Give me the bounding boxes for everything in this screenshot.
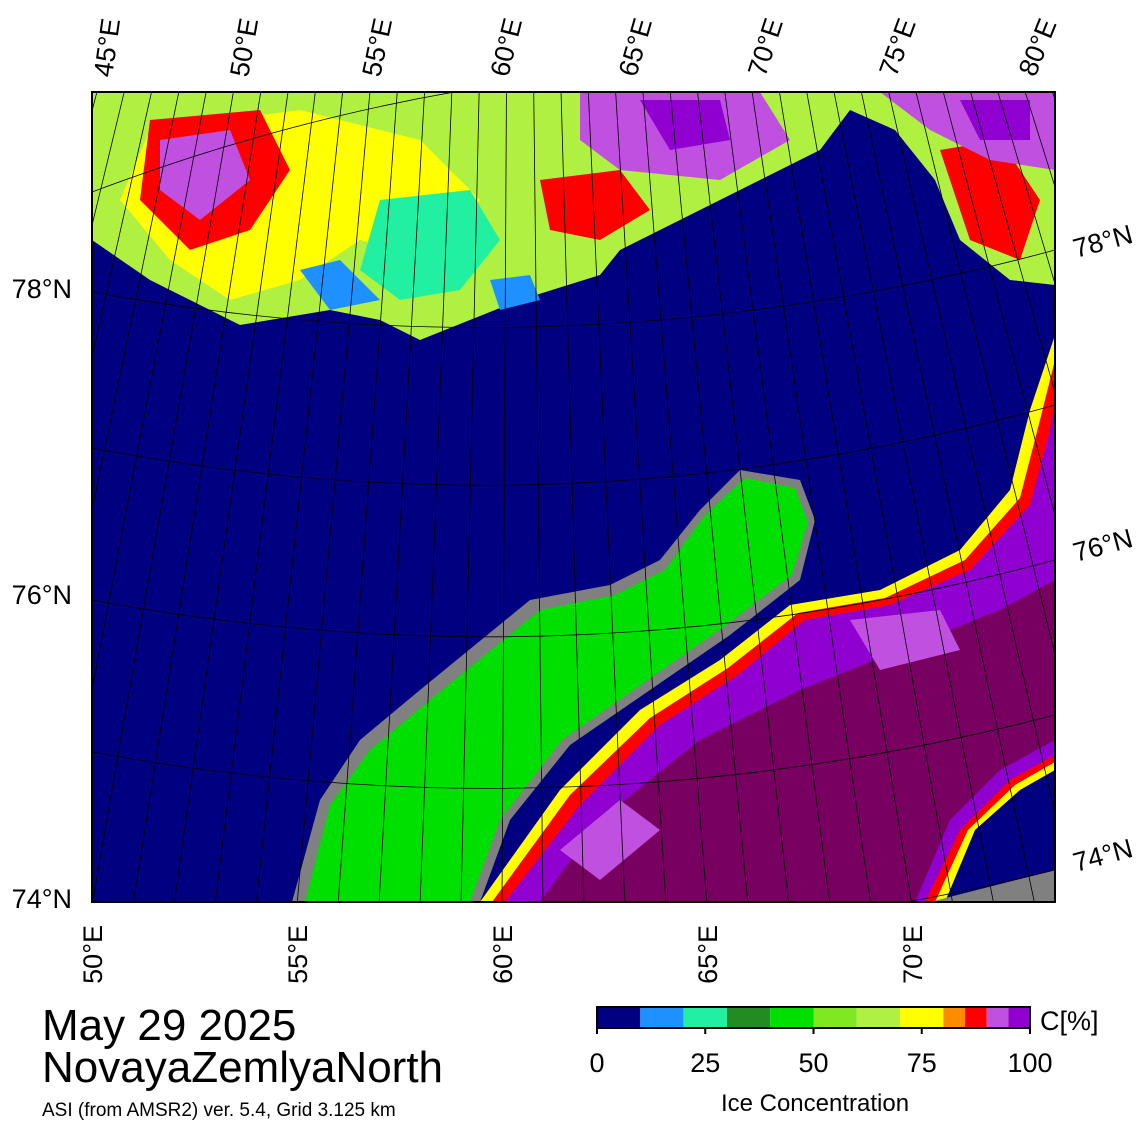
colorbar-segment xyxy=(1008,1007,1030,1028)
source: ASI (from AMSR2) ver. 5.4, Grid 3.125 km xyxy=(42,1100,396,1121)
colorbar-label: Ice Concentration xyxy=(721,1090,909,1117)
colorbar-tick-label: 25 xyxy=(690,1048,720,1078)
top-lon-label: 70°E xyxy=(742,15,789,80)
colorbar-tick-label: 0 xyxy=(589,1048,604,1078)
top-lon-label: 55°E xyxy=(357,15,399,79)
bottom-lon-label: 65°E xyxy=(693,925,723,984)
top-lon-label: 45°E xyxy=(88,16,126,78)
colorbar-segment xyxy=(814,1007,857,1028)
bottom-lon-label: 70°E xyxy=(898,925,928,984)
right-lat-label: 78°N xyxy=(1070,219,1136,264)
meridian xyxy=(1130,80,1147,905)
left-lat-label: 74°N xyxy=(12,884,72,914)
bottom-lon-label: 60°E xyxy=(488,925,518,984)
colorbar-segment xyxy=(987,1007,1009,1028)
left-lat-label: 76°N xyxy=(12,580,72,610)
colorbar-segment xyxy=(943,1007,965,1028)
top-lon-label: 65°E xyxy=(613,15,658,80)
colorbar-segment xyxy=(770,1007,813,1028)
meridian xyxy=(1049,80,1147,905)
top-lon-label: 50°E xyxy=(224,16,264,79)
left-lat-label: 78°N xyxy=(12,274,72,304)
top-lon-label: 60°E xyxy=(485,15,528,79)
colorbar-segment xyxy=(727,1007,770,1028)
colorbar: 0 25 50 75 100 xyxy=(589,1007,1052,1078)
right-lat-label: 76°N xyxy=(1070,523,1136,568)
meridian xyxy=(1076,80,1147,905)
colorbar-tick-label: 100 xyxy=(1007,1048,1052,1078)
bottom-lon-label: 50°E xyxy=(78,925,108,984)
meridian xyxy=(0,80,100,905)
colorbar-segment xyxy=(597,1007,640,1028)
region: NovayaZemlyaNorth xyxy=(42,1043,443,1092)
colorbar-tick-label: 75 xyxy=(907,1048,937,1078)
colorbar-tick-label: 50 xyxy=(798,1048,828,1078)
colorbar-segment xyxy=(965,1007,987,1028)
right-lat-label: 74°N xyxy=(1070,833,1136,878)
top-lon-label: 75°E xyxy=(873,14,921,80)
colorbar-segment xyxy=(857,1007,900,1028)
colorbar-segment xyxy=(640,1007,683,1028)
colorbar-segment xyxy=(900,1007,943,1028)
colorbar-segment xyxy=(684,1007,727,1028)
map-area xyxy=(92,92,1055,902)
bottom-lon-label: 55°E xyxy=(283,925,313,984)
colorbar-unit: C[%] xyxy=(1040,1006,1099,1036)
top-lon-label: 80°E xyxy=(1013,14,1063,80)
meridian xyxy=(1103,80,1147,905)
